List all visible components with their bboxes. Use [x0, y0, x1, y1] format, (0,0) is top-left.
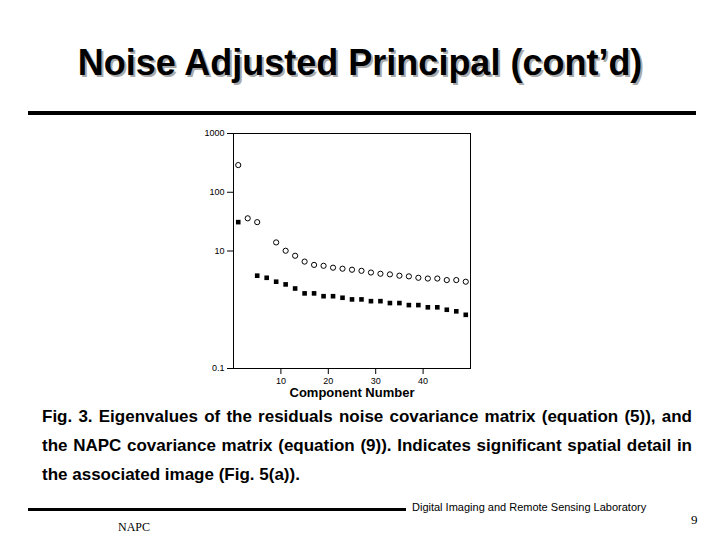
- svg-text:100: 100: [209, 187, 224, 197]
- svg-text:30: 30: [370, 375, 381, 386]
- html-text:NAPC: NAPC: [118, 520, 150, 534]
- svg-text:Component Number: Component Number: [290, 385, 415, 400]
- html-text:9: 9: [691, 512, 698, 527]
- html-text:Noise Adjusted Principal (cont: Noise Adjusted Principal (cont’d): [77, 42, 643, 83]
- html-text:Digital Imaging and Remote Sen: Digital Imaging and Remote Sensing Labor…: [412, 501, 647, 513]
- svg-text:10: 10: [214, 246, 224, 256]
- svg-text:1000: 1000: [204, 128, 224, 138]
- svg-text:20: 20: [323, 375, 334, 386]
- svg-text:10: 10: [276, 376, 286, 386]
- html-text:Fig. 3. Eigenvalues of the res: Fig. 3. Eigenvalues of the residuals noi…: [42, 407, 692, 484]
- svg-text:0.1: 0.1: [212, 363, 225, 373]
- svg-text:40: 40: [418, 376, 428, 386]
